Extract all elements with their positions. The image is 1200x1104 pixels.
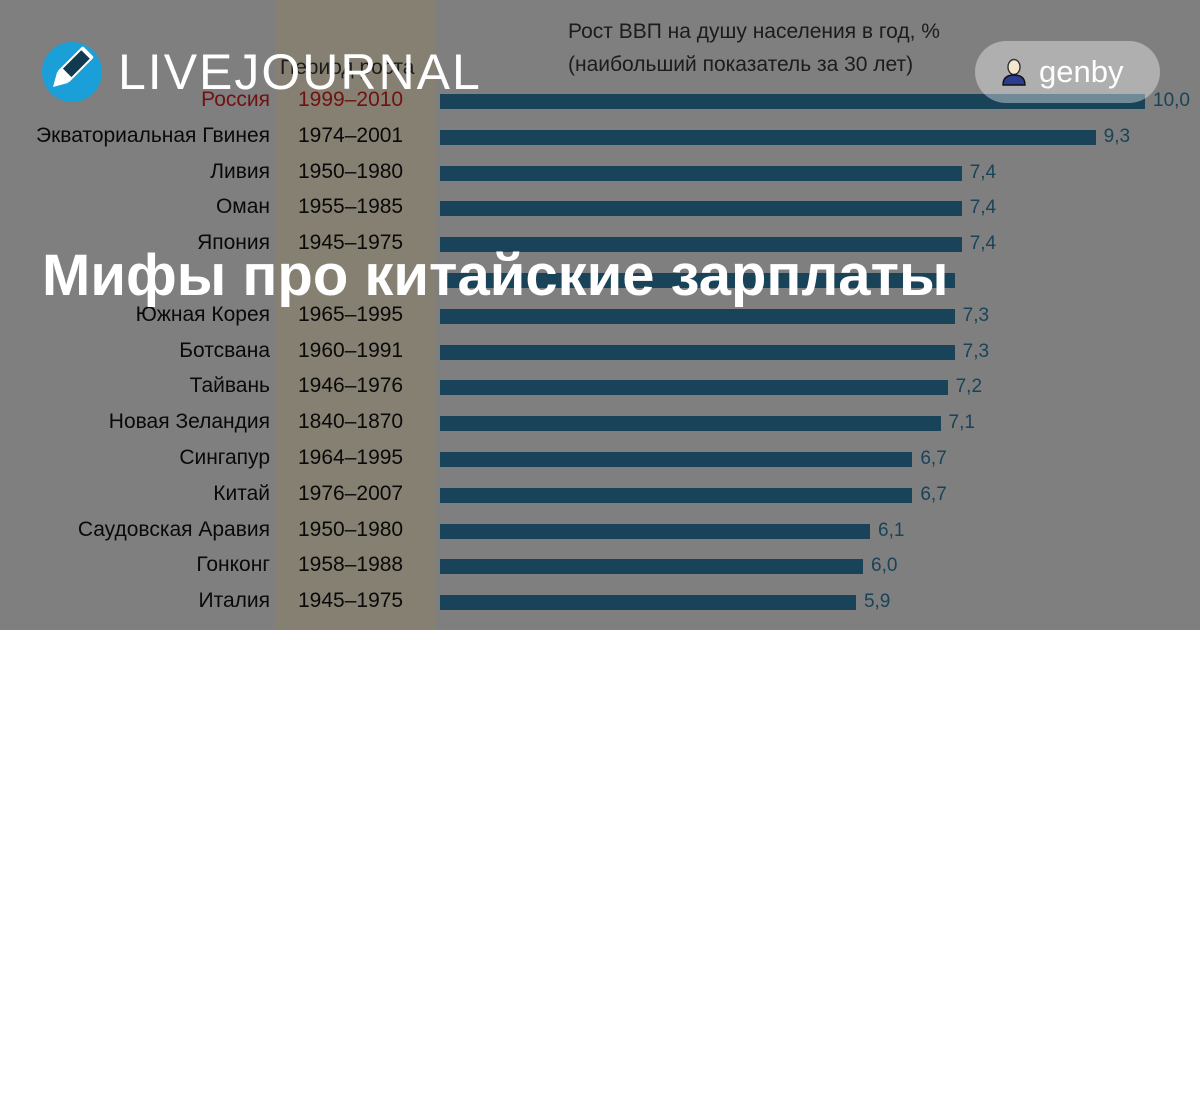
row-period-label: 1958–1988 — [298, 553, 404, 577]
chart-bar — [440, 237, 962, 253]
chart-bar — [440, 595, 856, 611]
chart-bar — [440, 273, 955, 288]
row-period-label: 1950–1980 — [298, 159, 404, 183]
period-column-header: Период роста — [280, 56, 415, 79]
bar-value-label: 7,4 — [969, 161, 997, 183]
row-country-label: Оман — [215, 195, 270, 219]
bar-value-label: 9,3 — [1103, 125, 1131, 147]
chart-bar — [440, 129, 1096, 145]
row-period-label: 1964–1995 — [298, 446, 404, 469]
user-badge[interactable]: genby — [975, 41, 1160, 103]
row-country-label: Тайвань — [189, 374, 270, 398]
bar-value-label: 7,1 — [948, 412, 975, 434]
post-title: Мифы про китайские зарплаты — [42, 243, 949, 308]
chart-bar — [440, 487, 913, 503]
bar-value-label: 6,1 — [878, 519, 905, 541]
chart-bar — [440, 380, 948, 396]
row-period-label: 1946–1976 — [298, 374, 404, 398]
chart-bar — [440, 452, 913, 467]
period-column-band — [275, 0, 435, 630]
hero-dark-overlay — [0, 0, 1200, 630]
user-name-link[interactable]: genby — [1039, 54, 1124, 89]
bar-value-label: 6,7 — [920, 448, 947, 469]
row-period-label: 1840–1870 — [298, 410, 404, 434]
row-period-label: 1950–1980 — [298, 517, 404, 541]
row-period-label: 1960–1991 — [298, 338, 404, 362]
row-country-label: Ботсвана — [179, 338, 270, 362]
row-country-label: Япония — [197, 231, 270, 255]
row-period-label: 1945–1975 — [298, 589, 404, 613]
pencil-icon — [42, 42, 102, 102]
bar-value-label: 10,0 — [1153, 90, 1190, 111]
chart-bar — [440, 201, 962, 217]
bar-value-label: 6,7 — [920, 483, 947, 505]
row-period-label: 1965–1995 — [298, 302, 404, 326]
row-period-label: 1976–2007 — [298, 481, 404, 505]
row-country-label: Саудовская Аравия — [77, 517, 270, 541]
logo-text: LIVEJOURNAL — [118, 44, 482, 100]
chart-bar — [440, 416, 941, 432]
chart-bar — [440, 559, 863, 575]
bar-value-label: 6,0 — [871, 555, 898, 577]
row-period-label: 1974–2001 — [298, 123, 404, 147]
row-country-label: Новая Зеландия — [108, 410, 270, 434]
row-country-label: Южная Корея — [135, 302, 270, 326]
user-icon — [1002, 58, 1026, 86]
chart-bar — [440, 308, 955, 324]
row-period-label: 1955–1985 — [298, 195, 404, 219]
background-chart: Рост ВВП на душу населения в год, % (наи… — [36, 0, 1190, 630]
bar-value-label: 5,9 — [863, 591, 891, 613]
row-country-label: Италия — [198, 589, 270, 613]
chart-bar — [440, 94, 1145, 109]
row-country-label: Китай — [213, 481, 270, 505]
chart-bar — [440, 523, 871, 539]
bar-value-label: 7,2 — [955, 376, 983, 398]
chart-subtitle: (наибольший показатель за 30 лет) — [568, 53, 914, 76]
row-period-label: 1999–2010 — [298, 88, 404, 111]
row-country-label: Экваториальная Гвинея — [36, 123, 270, 147]
bar-value-label: 7,3 — [962, 340, 990, 362]
row-country-label: Гонконг — [196, 553, 270, 577]
row-country-label: Ливия — [210, 159, 270, 183]
row-country-label: Сингапур — [179, 446, 270, 469]
row-country-label: Россия — [201, 88, 270, 111]
row-period-label: 1945–1975 — [298, 231, 404, 255]
livejournal-logo[interactable]: LIVEJOURNAL — [40, 40, 482, 104]
chart-title: Рост ВВП на душу населения в год, % — [568, 20, 940, 43]
bar-value-label: 7,4 — [969, 233, 997, 255]
chart-bar — [440, 165, 962, 181]
bar-value-label: 7,3 — [962, 304, 990, 326]
chart-bar — [440, 344, 955, 360]
bar-value-label: 7,4 — [969, 197, 997, 219]
hero-banner: Рост ВВП на душу населения в год, % (наи… — [0, 0, 1200, 630]
